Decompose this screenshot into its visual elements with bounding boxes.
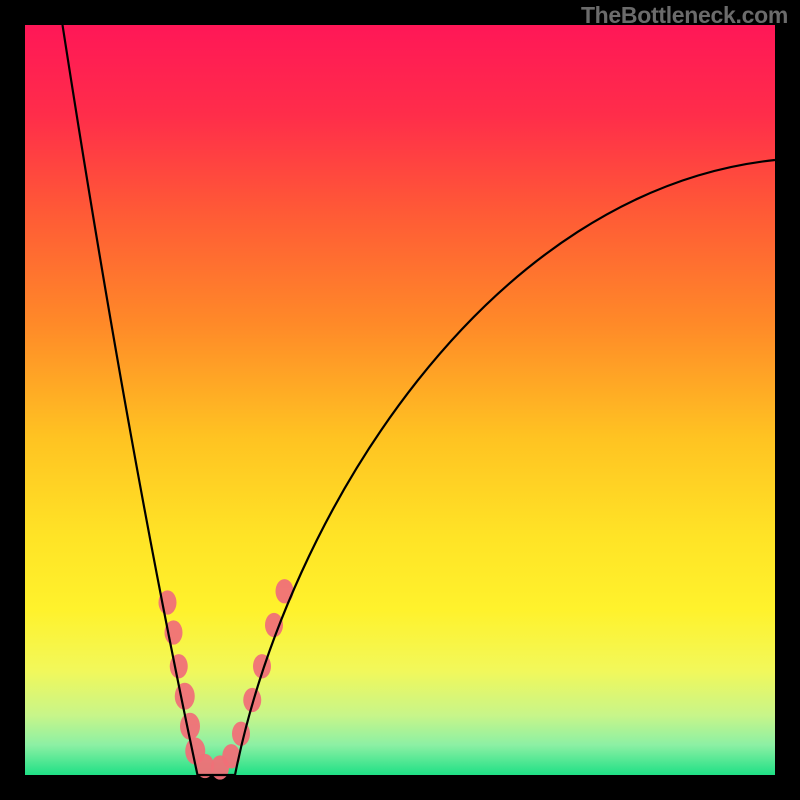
data-marker	[243, 688, 261, 712]
data-marker	[175, 683, 195, 710]
chart-container: TheBottleneck.com	[0, 0, 800, 800]
data-marker	[276, 579, 294, 603]
watermark-text: TheBottleneck.com	[581, 2, 788, 29]
chart-svg	[0, 0, 800, 800]
plot-background	[25, 25, 775, 775]
